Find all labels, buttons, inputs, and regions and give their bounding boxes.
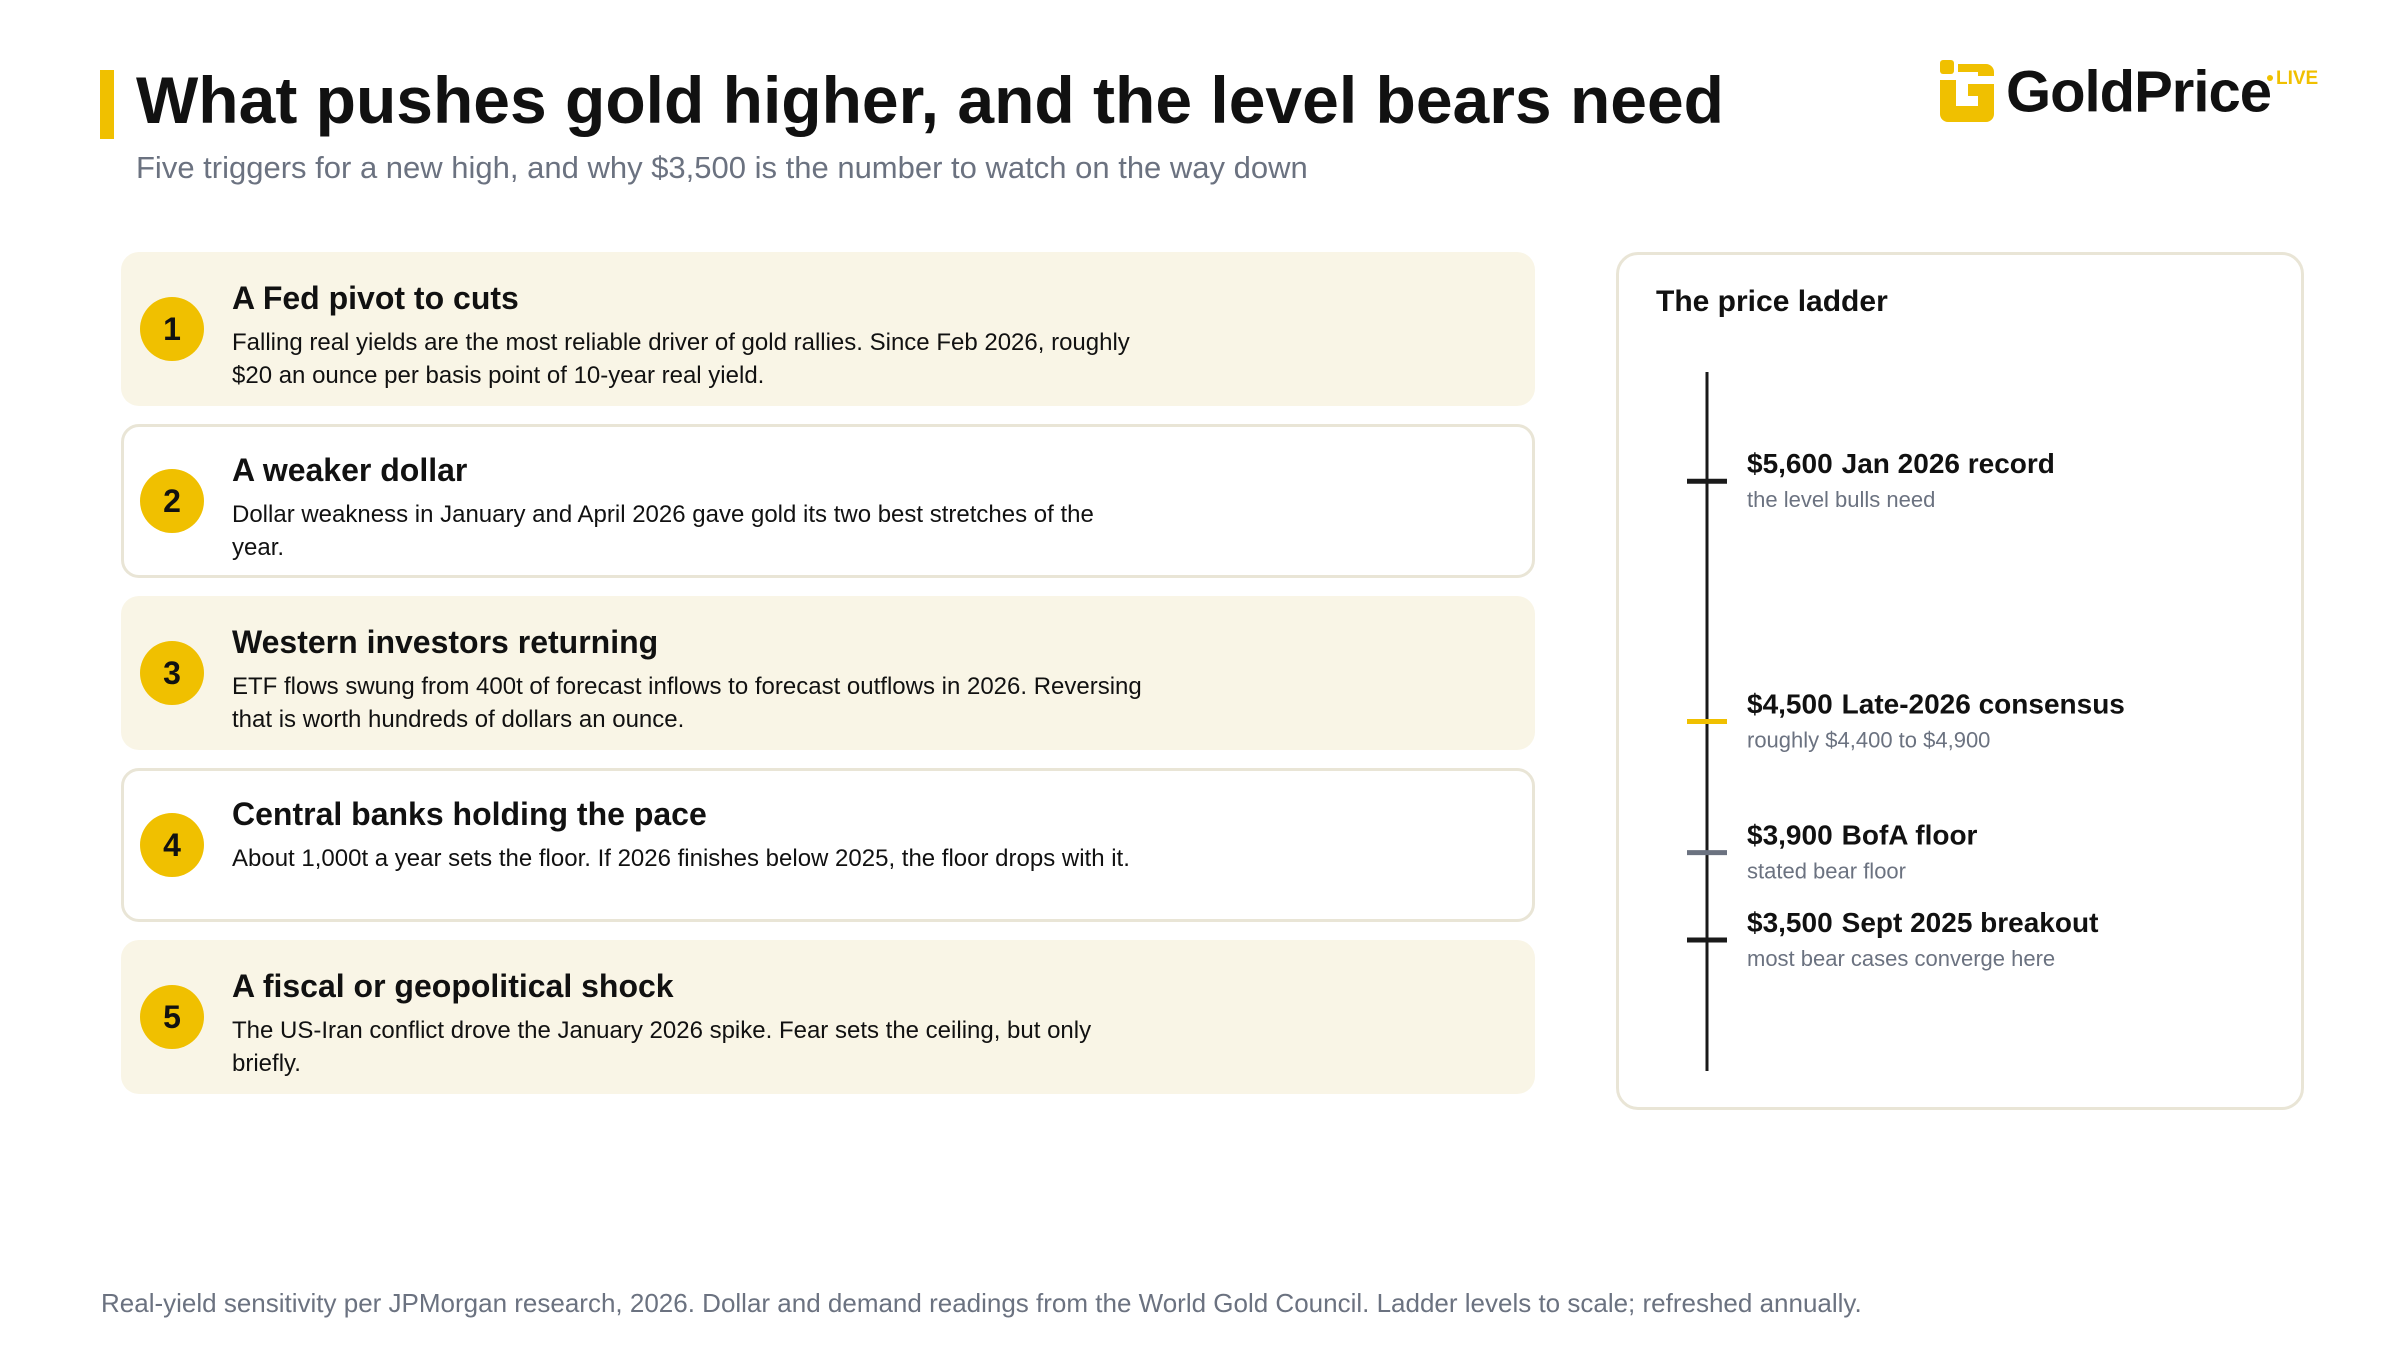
logo-dot xyxy=(2267,75,2273,81)
trigger-card: 4 Central banks holding the pace About 1,0… xyxy=(121,768,1535,922)
level-note: roughly $4,400 to $4,900 xyxy=(1747,727,1990,752)
title-accent xyxy=(100,70,114,139)
level-label: $4,500 Late-2026 consensus xyxy=(1747,689,2125,720)
logo-icon xyxy=(1940,64,1994,122)
trigger-number: 5 xyxy=(140,985,204,1049)
level-label: $3,900 BofA floor xyxy=(1747,820,1978,851)
trigger-title: A Fed pivot to cuts xyxy=(232,280,519,316)
trigger-title: Central banks holding the pace xyxy=(232,796,707,832)
level-name: BofA floor xyxy=(1842,820,1978,851)
trigger-text: Dollar weakness in January and April 202… xyxy=(232,501,1094,561)
title: What pushes gold higher, and the level b… xyxy=(136,63,1724,137)
trigger-number: 3 xyxy=(140,641,204,705)
level-note: stated bear floor xyxy=(1747,858,1906,883)
trigger-card: 3 Western investors returning ETF flows sw… xyxy=(121,596,1535,750)
trigger-card: 5 A fiscal or geopolitical shock The US-Ir… xyxy=(121,940,1535,1094)
ladder-panel xyxy=(1616,252,2304,1110)
logo-badge: LIVE xyxy=(2276,68,2318,89)
trigger-title: A weaker dollar xyxy=(232,452,468,488)
trigger-list: 1 A Fed pivot to cuts Falling real yields … xyxy=(121,252,1535,1112)
trigger-text: ETF flows swung from 400t of forecast in… xyxy=(232,673,1142,733)
trigger-number: 4 xyxy=(140,813,204,877)
level-price: $5,600 xyxy=(1747,449,1833,480)
footnote: Real-yield sensitivity per JPMorgan rese… xyxy=(101,1288,1862,1318)
level-label: $5,600 Jan 2026 record xyxy=(1747,449,2055,480)
trigger-text: Falling real yields are the most reliabl… xyxy=(232,329,1130,389)
trigger-card: 2 A weaker dollar Dollar weakness in Janua… xyxy=(121,424,1535,578)
trigger-card: 1 A Fed pivot to cuts Falling real yields … xyxy=(121,252,1535,406)
trigger-number: 2 xyxy=(140,469,204,533)
level-name: Late-2026 consensus xyxy=(1842,689,2125,720)
trigger-text: About 1,000t a year sets the floor. If 2… xyxy=(232,845,1130,872)
trigger-title: Western investors returning xyxy=(232,624,659,660)
level-name: Jan 2026 record xyxy=(1842,449,2055,480)
level-price: $3,500 xyxy=(1747,907,1833,938)
logo-icon xyxy=(1940,60,1954,74)
logo-name: GoldPrice xyxy=(2006,59,2271,124)
level-label: $3,500 Sept 2025 breakout xyxy=(1747,907,2098,938)
logo: GoldPrice LIVE xyxy=(1940,59,2318,124)
level-note: the level bulls need xyxy=(1747,487,1935,512)
level-price: $3,900 xyxy=(1747,820,1833,851)
level-note: most bear cases converge here xyxy=(1747,946,2055,971)
trigger-title: A fiscal or geopolitical shock xyxy=(232,968,674,1004)
level-name: Sept 2025 breakout xyxy=(1842,907,2099,938)
subtitle: Five triggers for a new high, and why $3… xyxy=(136,150,1308,185)
level-price: $4,500 xyxy=(1747,689,1833,720)
trigger-text: The US-Iran conflict drove the January 2… xyxy=(232,1017,1092,1077)
trigger-number: 1 xyxy=(140,297,204,361)
ladder: The price ladder $5,600 Jan 2026 record th… xyxy=(1656,285,2125,1071)
ladder-title: The price ladder xyxy=(1656,285,1888,318)
